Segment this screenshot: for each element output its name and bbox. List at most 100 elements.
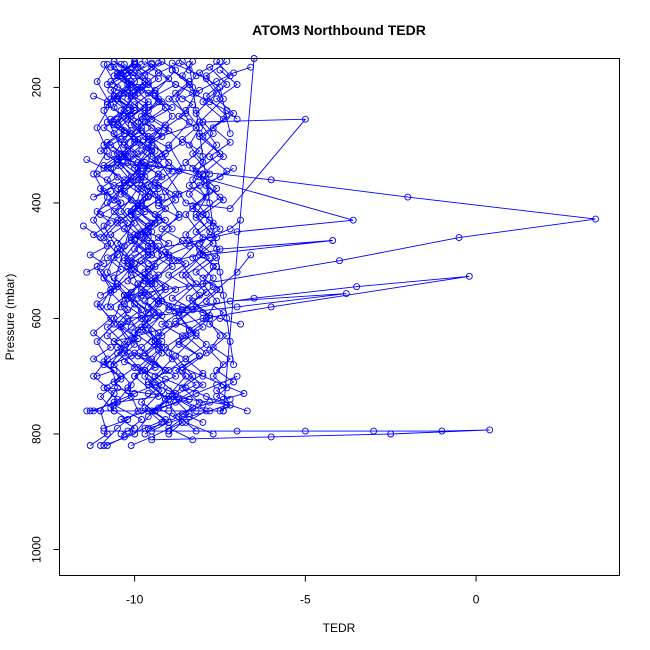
data-point: [110, 92, 118, 100]
data-point: [131, 390, 139, 397]
data-point: [199, 211, 207, 218]
data-point: [161, 205, 169, 213]
data-point: [131, 219, 139, 227]
data-point: [131, 372, 139, 380]
data-point: [175, 112, 183, 120]
data-point: [233, 228, 241, 236]
data-point: [155, 242, 162, 250]
data-point: [172, 320, 180, 328]
data-point: [107, 86, 115, 94]
data-point: [175, 257, 183, 265]
data-point: [209, 263, 217, 270]
data-point: [158, 297, 166, 305]
data-point: [103, 153, 111, 161]
data-point: [144, 407, 152, 415]
data-point: [206, 153, 214, 161]
data-point: [148, 280, 156, 288]
data-point: [100, 234, 108, 242]
data-point: [148, 59, 156, 67]
profile-line-22: [178, 69, 238, 432]
data-point: [216, 66, 224, 74]
data-point: [202, 392, 210, 400]
data-point: [103, 242, 111, 250]
data-point: [209, 343, 217, 351]
data-point: [267, 303, 275, 311]
data-point: [185, 118, 193, 126]
data-point: [240, 390, 248, 397]
data-point: [178, 271, 186, 279]
data-point: [189, 176, 197, 184]
data-point: [100, 124, 108, 132]
data-point: [202, 297, 210, 305]
data-point: [138, 164, 145, 172]
data-point: [131, 135, 139, 143]
data-point: [110, 196, 118, 204]
data-point: [114, 245, 121, 253]
data-point: [144, 251, 152, 259]
data-point: [178, 384, 186, 392]
data-point: [182, 199, 190, 207]
data-point: [237, 216, 244, 224]
data-point: [148, 436, 156, 444]
data-point: [219, 381, 227, 389]
data-point: [219, 361, 227, 369]
data-point: [161, 187, 169, 195]
data-point: [182, 159, 190, 166]
data-point: [209, 372, 217, 380]
data-point: [178, 303, 186, 311]
data-point: [182, 372, 190, 380]
data-point: [131, 245, 139, 253]
data-point: [178, 364, 186, 371]
data-point: [107, 343, 115, 351]
data-point: [209, 430, 217, 438]
data-point: [206, 170, 214, 178]
data-point: [148, 228, 156, 236]
data-point: [117, 199, 125, 207]
data-point: [93, 300, 101, 308]
data-point: [202, 340, 210, 348]
data-point: [127, 208, 135, 216]
data-point: [120, 358, 128, 366]
data-point: [196, 182, 203, 190]
data-point: [175, 190, 183, 198]
data-point: [155, 185, 162, 192]
data-point: [90, 372, 98, 380]
data-point: [267, 433, 275, 441]
data-point: [226, 297, 234, 305]
data-point: [185, 182, 193, 190]
data-point: [185, 326, 193, 334]
data-point: [370, 427, 378, 435]
data-point: [206, 254, 214, 262]
data-point: [213, 286, 221, 294]
data-point: [124, 317, 132, 325]
data-point: [103, 384, 111, 392]
plot-frame: [59, 58, 620, 576]
data-point: [90, 407, 98, 415]
data-point: [124, 153, 132, 161]
profile-line-53: [103, 429, 490, 441]
data-point: [168, 294, 176, 302]
data-point: [175, 167, 183, 175]
data-point: [155, 75, 162, 83]
data-point: [93, 170, 101, 178]
data-point: [97, 268, 104, 276]
profile-line-16: [181, 61, 232, 412]
data-point: [124, 115, 132, 123]
data-point: [131, 260, 139, 268]
data-point: [155, 127, 162, 135]
data-point: [165, 254, 173, 262]
data-point: [233, 372, 241, 380]
profile-line-23: [134, 69, 191, 377]
data-point: [131, 107, 139, 114]
data-point: [117, 107, 125, 114]
chart-title: ATOM3 Northbound TEDR: [252, 22, 426, 38]
y-tick-label: 400: [30, 193, 44, 213]
data-point: [226, 205, 234, 213]
data-point: [353, 283, 361, 291]
data-point: [100, 442, 108, 449]
data-point: [144, 280, 152, 288]
data-point: [216, 245, 224, 253]
profile-line-19: [123, 61, 229, 429]
data-point: [178, 418, 186, 426]
data-point: [144, 390, 152, 397]
